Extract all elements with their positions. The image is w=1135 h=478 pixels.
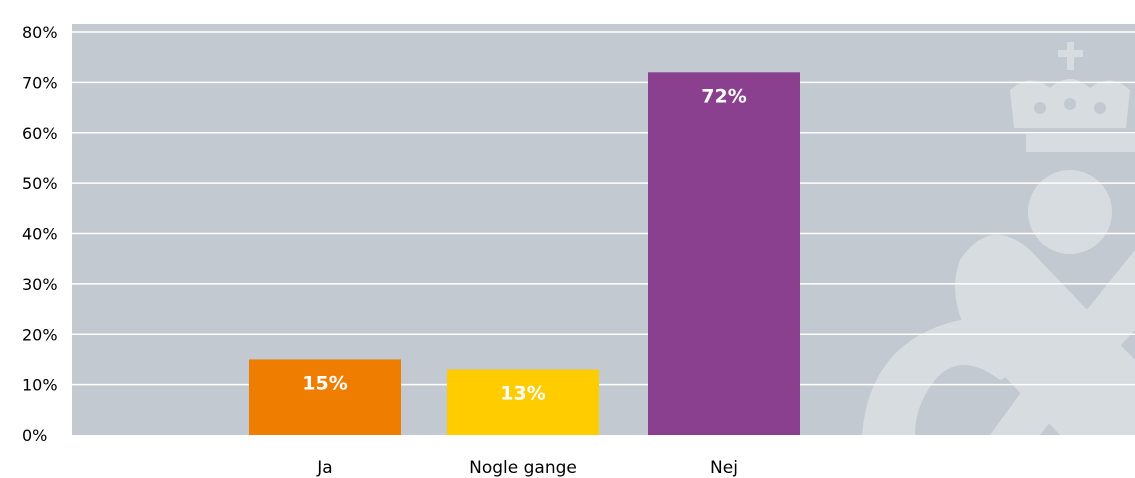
x-tick-label: Nej bbox=[710, 458, 738, 478]
y-tick-label: 10% bbox=[22, 376, 58, 395]
y-tick-label: 60% bbox=[22, 124, 58, 143]
y-tick-label: 50% bbox=[22, 174, 58, 193]
y-tick-label: 40% bbox=[22, 225, 58, 244]
bar-2 bbox=[648, 72, 800, 436]
plot-background bbox=[72, 24, 1135, 435]
y-axis: 0% 10% 20% 30% 40% 50% 60% 70% 80% bbox=[22, 23, 58, 445]
y-tick-label: 80% bbox=[22, 23, 58, 42]
bars: 15% 13% 72% bbox=[249, 72, 800, 436]
y-tick-label: 70% bbox=[22, 73, 58, 92]
y-tick-label: 0% bbox=[22, 426, 47, 445]
watermark-cutouts bbox=[1034, 98, 1106, 114]
data-label: 13% bbox=[500, 383, 545, 405]
x-tick-label: Ja bbox=[316, 458, 332, 478]
data-label: 15% bbox=[302, 372, 347, 394]
bar-1 bbox=[447, 369, 599, 435]
y-tick-label: 30% bbox=[22, 275, 58, 294]
x-tick-label: Nogle gange bbox=[469, 458, 577, 478]
x-axis: Ja Nogle gange Nej bbox=[316, 458, 738, 478]
bar-0 bbox=[249, 359, 401, 435]
data-label: 72% bbox=[701, 85, 746, 107]
y-tick-label: 20% bbox=[22, 325, 58, 344]
